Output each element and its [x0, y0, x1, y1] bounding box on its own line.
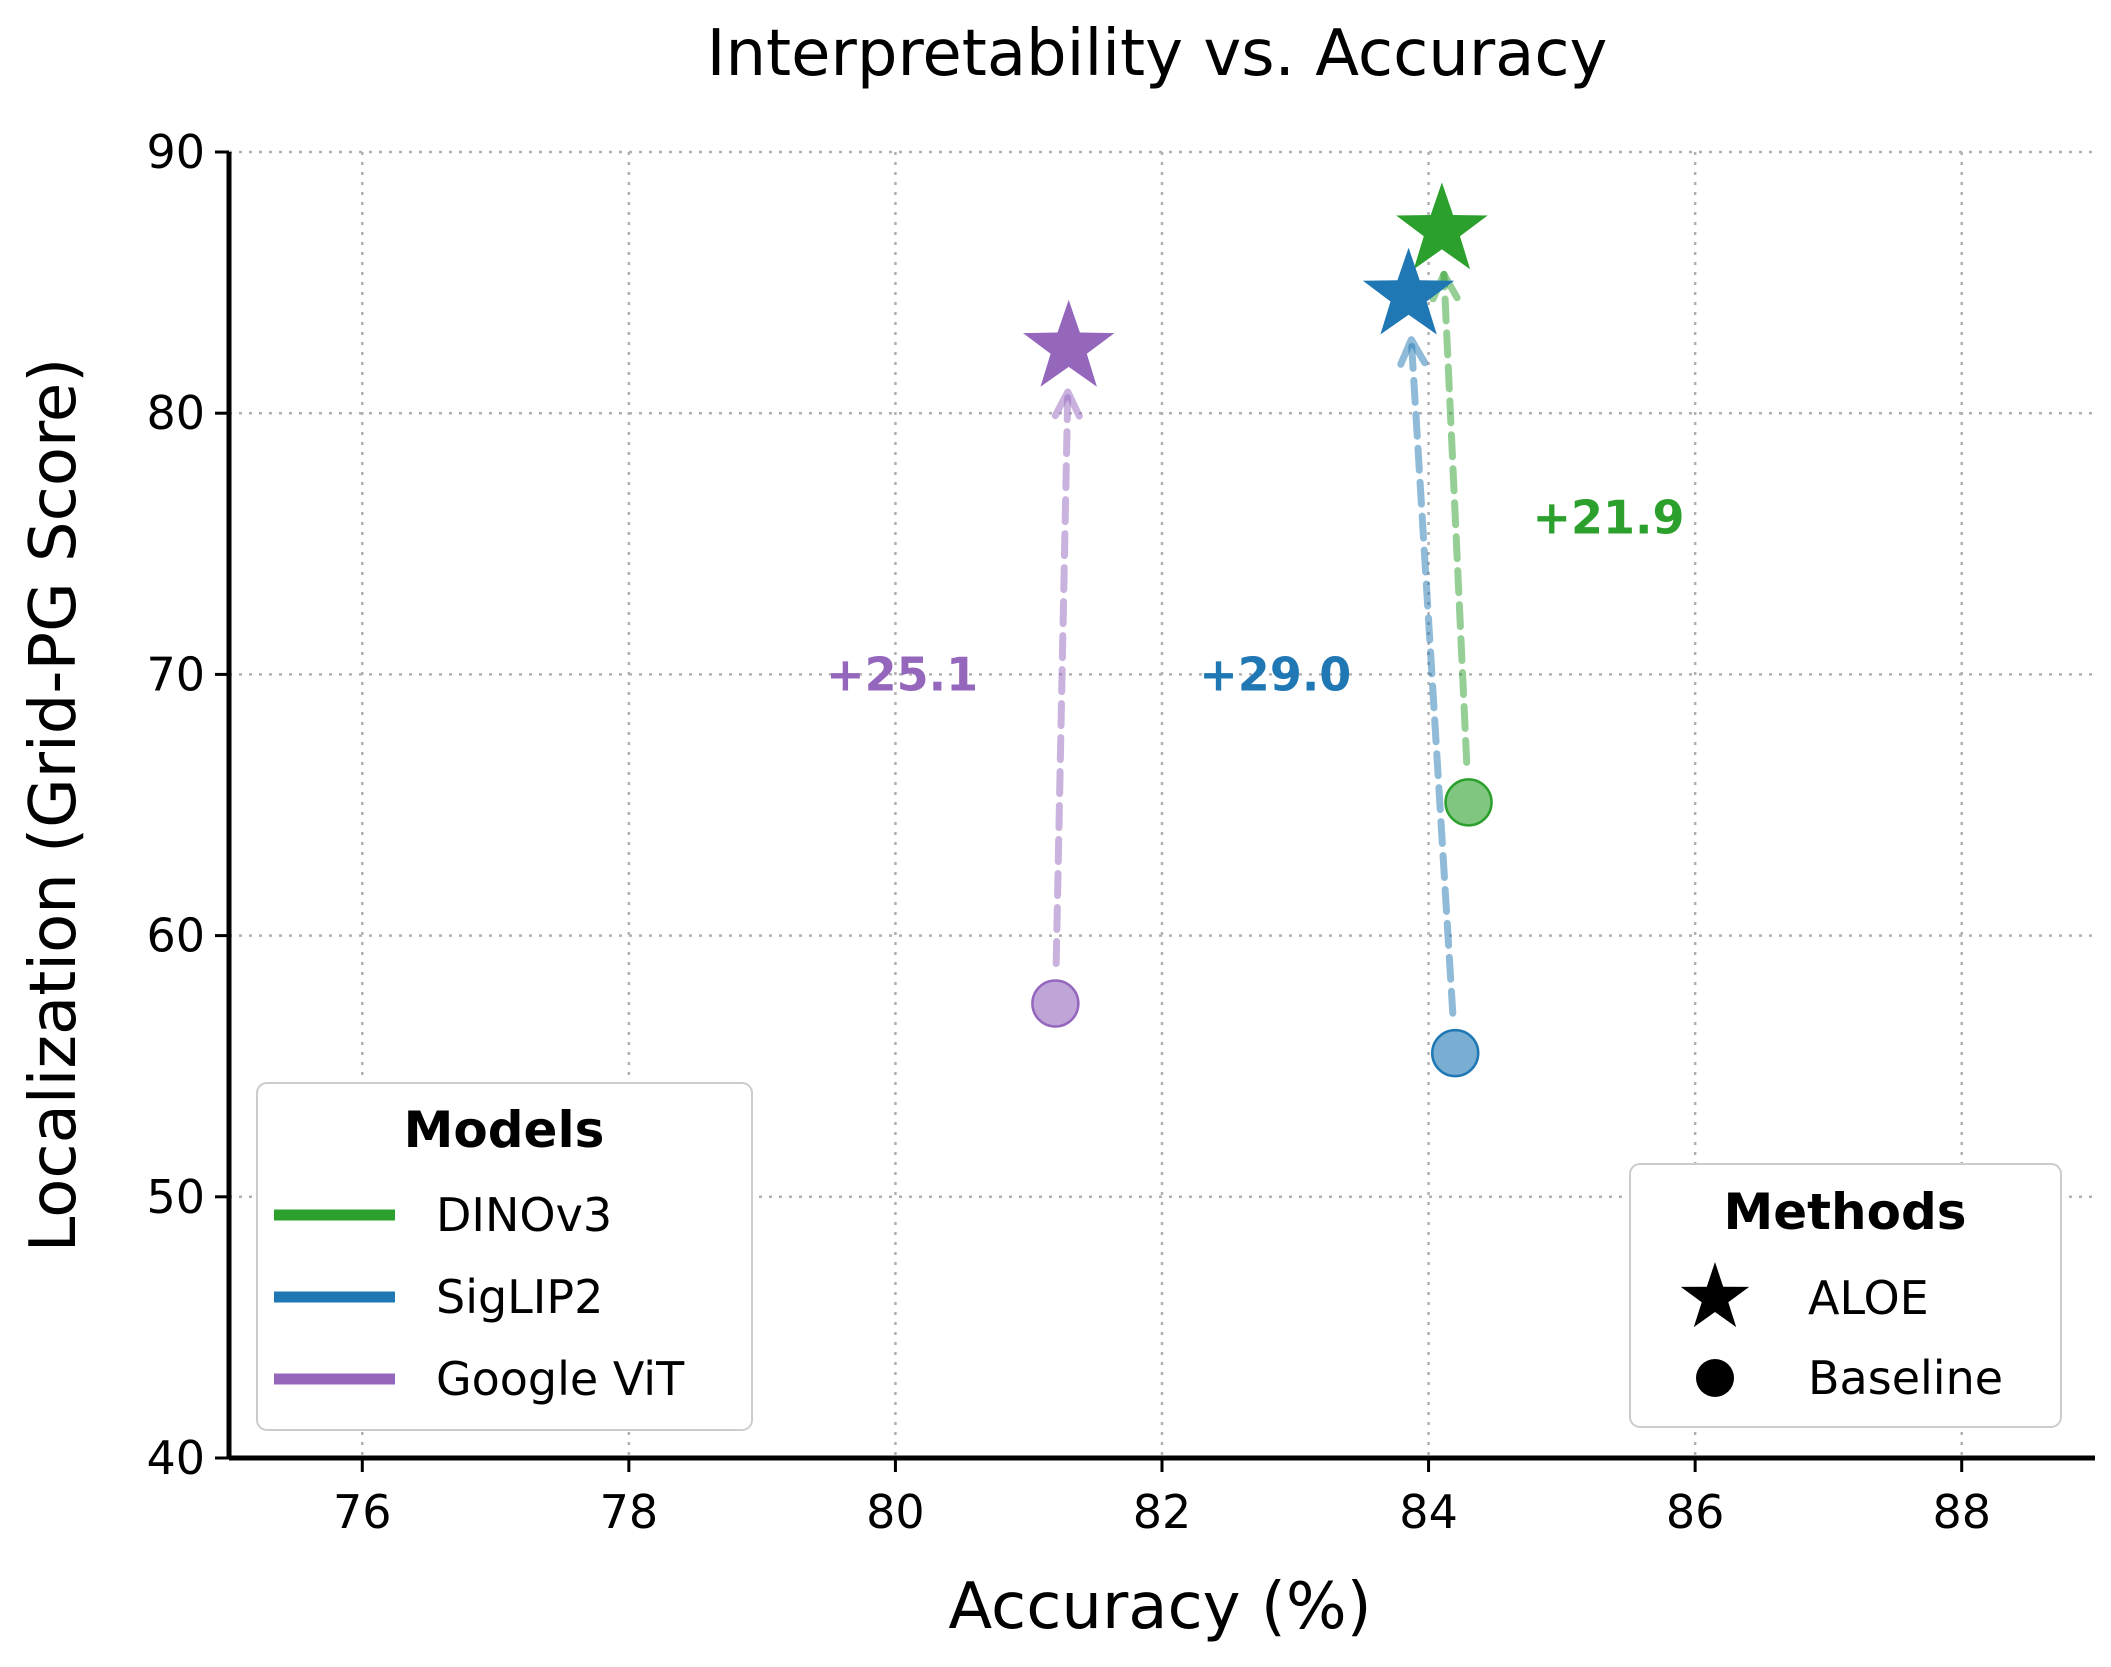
y-tick-label: 50	[146, 1170, 205, 1224]
gain-arrows	[1051, 270, 1471, 1017]
legend-methods: Methods ALOE Baseline	[1629, 1163, 2062, 1428]
legend-label-baseline: Baseline	[1808, 1351, 2003, 1405]
x-tick-label: 88	[1932, 1485, 1991, 1539]
legend-marker-star-icon	[1680, 1262, 1750, 1328]
x-axis-label: Accuracy (%)	[948, 1570, 1371, 1644]
aloe-point-siglip2	[1362, 247, 1455, 335]
baseline-point-dinov3	[1444, 778, 1493, 827]
chart-title: Interpretability vs. Accuracy	[707, 17, 1608, 91]
legend-methods-frame	[1629, 1163, 2062, 1428]
gain-arrow-google-vit	[1052, 388, 1072, 968]
x-tick-label: 80	[866, 1485, 925, 1539]
y-tick-label: 80	[146, 386, 205, 440]
aloe-point-google-vit	[1023, 299, 1115, 387]
y-axis-label: Localization (Grid-PG Score)	[17, 358, 91, 1253]
legend-models: Models DINOv3 SigLIP2 Google ViT	[256, 1082, 753, 1431]
gain-label-siglip2: +29.0	[1199, 647, 1351, 701]
legend-label-siglip2: SigLIP2	[436, 1270, 603, 1324]
gain-label-google-vit: +25.1	[826, 647, 978, 701]
x-tick-label: 76	[333, 1485, 392, 1539]
baseline-point-google-vit	[1031, 979, 1080, 1028]
legend-marker-circle-icon	[1696, 1359, 1734, 1397]
baseline-point-siglip2	[1430, 1028, 1480, 1078]
legend-models-title: Models	[404, 1101, 605, 1159]
legend-label-google-vit: Google ViT	[436, 1352, 685, 1406]
gain-label-dinov3: +21.9	[1532, 491, 1684, 545]
x-tick-label: 86	[1666, 1485, 1725, 1539]
x-tick-label: 78	[600, 1485, 659, 1539]
x-tick-label: 82	[1133, 1485, 1192, 1539]
y-tick-label: 70	[146, 647, 205, 701]
gain-arrow-dinov3	[1440, 270, 1471, 766]
aloe-point-dinov3	[1396, 182, 1488, 270]
legend-models-frame	[256, 1082, 753, 1431]
gain-arrowhead-google-vit	[1051, 388, 1083, 420]
y-tick-label: 60	[146, 909, 205, 963]
gain-labels: +21.9 +29.0 +25.1	[826, 491, 1684, 702]
x-tick-label: 84	[1399, 1485, 1458, 1539]
data-points	[1023, 182, 1493, 1078]
legend-label-aloe: ALOE	[1808, 1271, 1929, 1325]
legend-methods-title: Methods	[1723, 1183, 1966, 1241]
y-tick-label: 90	[146, 125, 205, 179]
legend-label-dinov3: DINOv3	[436, 1188, 612, 1242]
y-tick-label: 40	[146, 1431, 205, 1485]
ticks: 76 78 80 82 84 86 88 40 50 60 70 80 90	[146, 125, 1991, 1539]
gain-arrow-siglip2	[1407, 336, 1457, 1017]
gain-arrowhead-siglip2	[1397, 336, 1429, 368]
